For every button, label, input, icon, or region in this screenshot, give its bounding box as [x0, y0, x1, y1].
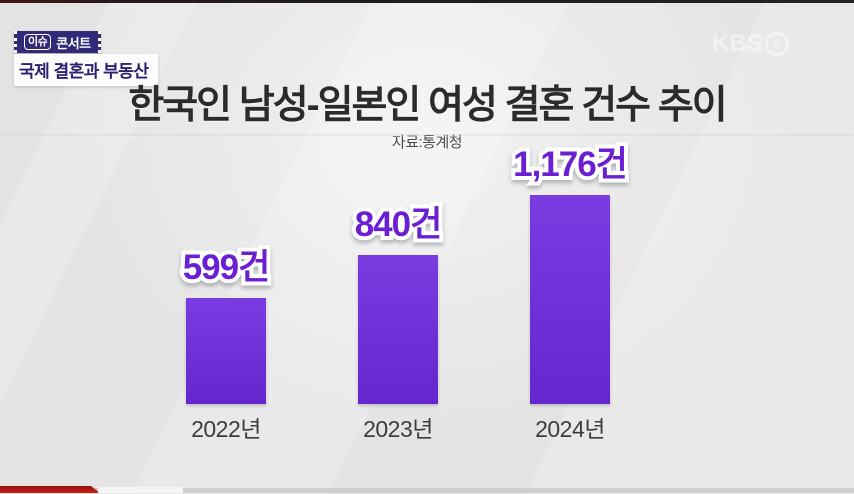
year-label-2023년: 2023년 [363, 416, 433, 442]
bar-2022년 [186, 298, 266, 404]
frame-top-edge [0, 0, 854, 3]
chart-source: 자료:통계청 [391, 134, 463, 151]
lower-third-white-edge [98, 487, 183, 493]
kbs-watermark-text: KBS [712, 30, 763, 57]
kbs-channel-badge: 2 [764, 32, 789, 56]
chart-title: 한국인 남성-일본인 여성 결혼 건수 추이 [128, 84, 727, 127]
episode-subtitle: 국제 결혼과 부동산 [14, 54, 158, 86]
paper-crease [0, 134, 854, 137]
program-badge-label: 콘서트 [56, 35, 91, 51]
year-label-2022년: 2022년 [191, 416, 261, 442]
year-label-2024년: 2024년 [535, 416, 605, 442]
value-label-2024년: 1,176건 [509, 141, 632, 188]
value-label-2022년: 599건 [179, 244, 275, 291]
lower-third-red-edge [0, 486, 100, 493]
kbs-watermark: KBS 2 [712, 30, 789, 58]
program-badge-tag: 이슈 [24, 34, 52, 50]
bar-2024년 [530, 195, 610, 404]
frame-bottom-edge [0, 488, 854, 493]
program-badge: 이슈 콘서트 [14, 31, 101, 53]
bar-2023년 [358, 255, 438, 404]
value-label-2023년: 840건 [351, 201, 447, 248]
